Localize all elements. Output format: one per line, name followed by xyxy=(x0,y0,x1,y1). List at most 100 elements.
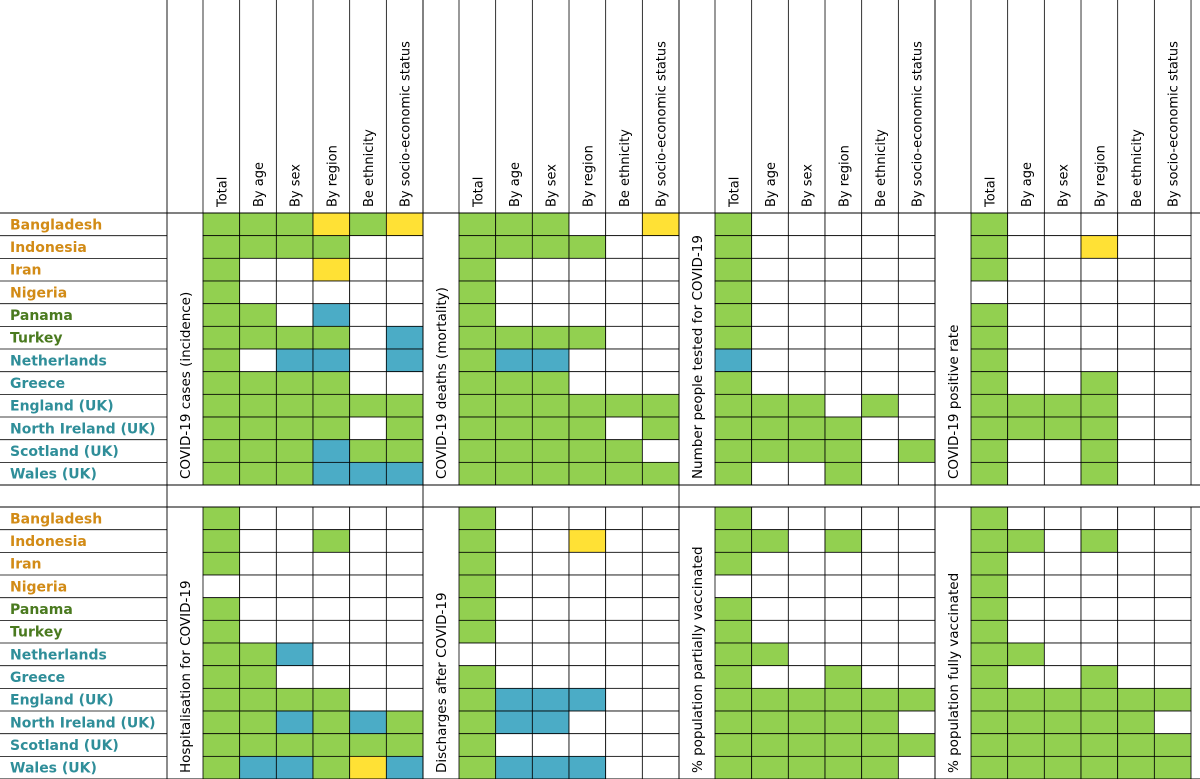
heatmap-cell xyxy=(824,506,863,531)
heatmap-cell xyxy=(641,280,680,305)
heatmap-cell xyxy=(458,619,497,644)
heatmap-cell xyxy=(1080,710,1119,735)
heatmap-cell xyxy=(1117,710,1155,735)
heatmap-cell xyxy=(861,212,899,237)
heatmap-cell xyxy=(1043,280,1082,305)
heatmap-cell xyxy=(349,551,387,576)
heatmap-cell xyxy=(641,733,680,757)
heatmap-cell xyxy=(605,642,643,667)
heatmap-cell xyxy=(605,439,643,463)
heatmap-cell xyxy=(202,461,241,486)
heatmap-cell xyxy=(1007,212,1045,237)
heatmap-cell xyxy=(861,257,899,282)
heatmap-cell xyxy=(385,439,424,463)
heatmap-cell xyxy=(531,348,570,373)
heatmap-cell xyxy=(1117,755,1155,779)
indicator-label: Hospitalisation for COVID-19 xyxy=(178,580,194,773)
heatmap-cell xyxy=(349,665,387,689)
heatmap-cell xyxy=(349,597,387,621)
heatmap-cell xyxy=(1043,325,1082,350)
heatmap-cell xyxy=(970,212,1009,237)
indicator-label: % population fully vaccinated xyxy=(946,573,962,773)
heatmap-cell xyxy=(605,348,643,373)
heatmap-cell xyxy=(1007,416,1045,441)
heatmap-cell xyxy=(751,212,789,237)
heatmap-cell xyxy=(897,597,936,621)
heatmap-cell xyxy=(202,257,241,282)
heatmap-cell xyxy=(1080,212,1119,237)
heatmap-cell xyxy=(1117,416,1155,441)
country-label: Bangladesh xyxy=(10,217,102,233)
country-label: Panama xyxy=(10,602,73,618)
heatmap-cell xyxy=(641,212,680,237)
heatmap-cell xyxy=(970,371,1009,395)
heatmap-cell xyxy=(641,416,680,441)
heatmap-cell xyxy=(714,597,753,621)
heatmap-cell xyxy=(1007,461,1045,486)
heatmap-cell xyxy=(787,506,826,531)
heatmap-cell xyxy=(824,710,863,735)
heatmap-cell xyxy=(495,461,533,486)
column-header: By sex xyxy=(1057,164,1072,207)
heatmap-cell xyxy=(824,461,863,486)
heatmap-cell xyxy=(861,529,899,553)
heatmap-cell xyxy=(275,257,314,282)
heatmap-cell xyxy=(531,687,570,712)
heatmap-cell xyxy=(312,257,351,282)
heatmap-cell xyxy=(239,257,277,282)
heatmap-cell xyxy=(824,348,863,373)
country-label: Iran xyxy=(10,263,42,279)
heatmap-cell xyxy=(1153,416,1192,441)
column-header: By socio-economic status xyxy=(1167,41,1182,207)
heatmap-cell xyxy=(1153,303,1192,327)
heatmap-cell xyxy=(897,642,936,667)
heatmap-cell xyxy=(787,416,826,441)
heatmap-cell xyxy=(568,280,607,305)
heatmap-cell xyxy=(641,393,680,418)
heatmap-cell xyxy=(275,393,314,418)
heatmap-cell xyxy=(202,619,241,644)
heatmap-cell xyxy=(1117,303,1155,327)
heatmap-cell xyxy=(605,619,643,644)
heatmap-cell xyxy=(1153,235,1192,259)
heatmap-cell xyxy=(751,710,789,735)
heatmap-cell xyxy=(861,574,899,599)
heatmap-cell xyxy=(714,551,753,576)
heatmap-cell xyxy=(312,235,351,259)
column-header: By socio-economic status xyxy=(655,41,670,207)
heatmap-cell xyxy=(970,642,1009,667)
heatmap-cell xyxy=(714,710,753,735)
heatmap-cell xyxy=(970,393,1009,418)
heatmap-cell xyxy=(787,257,826,282)
heatmap-cell xyxy=(275,439,314,463)
heatmap-cell xyxy=(239,280,277,305)
heatmap-cell xyxy=(1117,665,1155,689)
heatmap-cell xyxy=(861,755,899,779)
country-label: Wales (UK) xyxy=(10,467,97,483)
country-label: Nigeria xyxy=(10,285,67,301)
heatmap-cell xyxy=(312,416,351,441)
country-label: Panama xyxy=(10,308,73,324)
heatmap-cell xyxy=(275,755,314,779)
heatmap-cell xyxy=(202,235,241,259)
heatmap-cell xyxy=(385,733,424,757)
heatmap-cell xyxy=(751,371,789,395)
heatmap-cell xyxy=(202,348,241,373)
heatmap-cell xyxy=(239,506,277,531)
heatmap-cell xyxy=(751,733,789,757)
heatmap-cell xyxy=(458,551,497,576)
heatmap-cell xyxy=(1117,733,1155,757)
heatmap-cell xyxy=(861,619,899,644)
heatmap-cell xyxy=(312,574,351,599)
heatmap-cell xyxy=(714,280,753,305)
heatmap-cell xyxy=(385,212,424,237)
heatmap-cell xyxy=(714,687,753,712)
heatmap-cell xyxy=(714,371,753,395)
heatmap-cell xyxy=(1153,733,1192,757)
heatmap-cell xyxy=(605,280,643,305)
heatmap-cell xyxy=(1080,619,1119,644)
heatmap-cell xyxy=(495,235,533,259)
heatmap-cell xyxy=(349,416,387,441)
heatmap-cell xyxy=(239,687,277,712)
